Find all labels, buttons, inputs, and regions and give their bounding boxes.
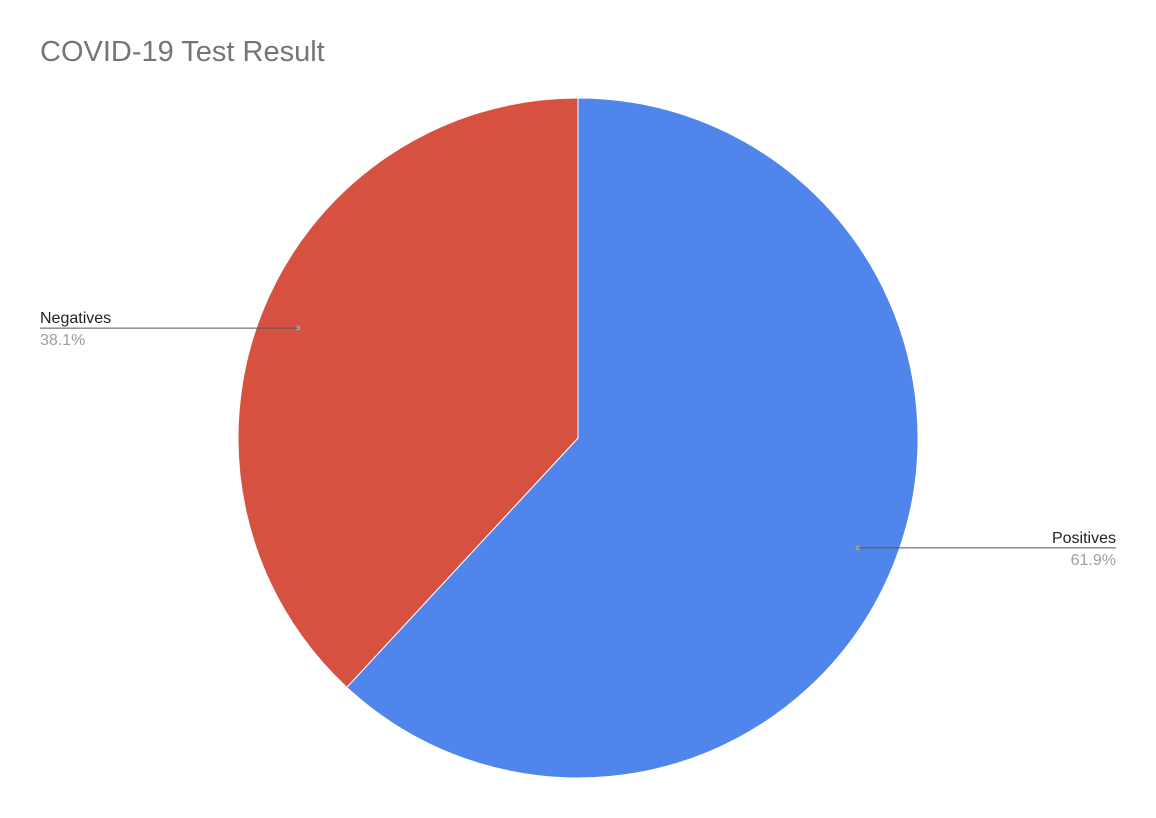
slice-labels: Positives 61.9% Negatives 38.1% [40,310,1116,569]
slice-percent-negatives: 38.1% [40,332,85,349]
slice-label-positives: Positives [1052,530,1116,547]
slice-percent-positives: 61.9% [1071,552,1116,569]
pie-slice-positives[interactable] [346,97,919,779]
pie-slices [237,97,919,779]
slice-label-negatives: Negatives [40,310,111,327]
pie-slice-negatives[interactable] [237,97,579,689]
chart-title: COVID-19 Test Result [40,36,325,68]
